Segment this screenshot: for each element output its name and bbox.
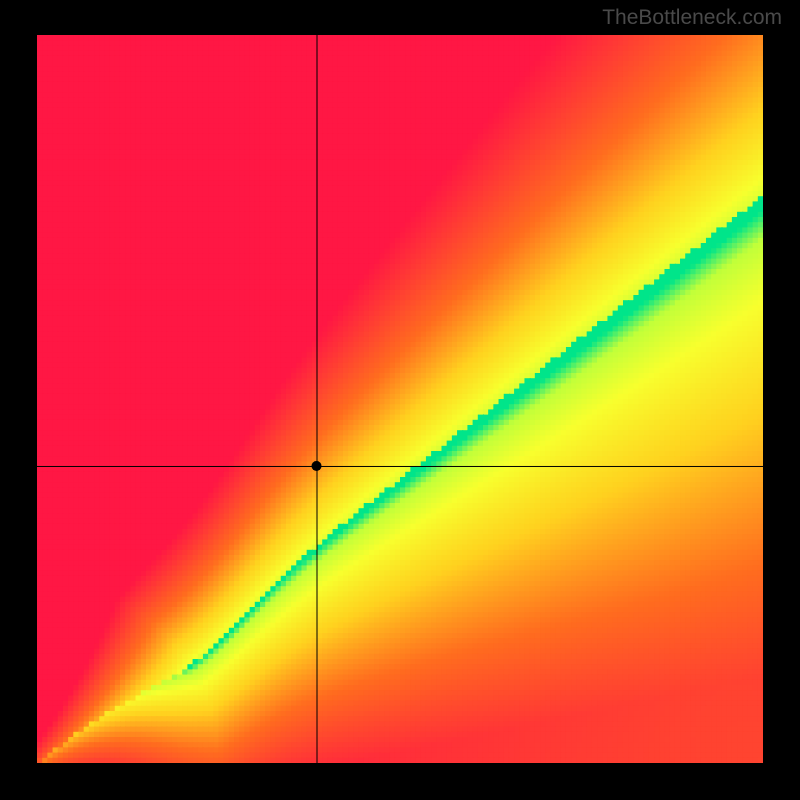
plot-area	[37, 35, 763, 763]
chart-container: TheBottleneck.com	[0, 0, 800, 800]
heatmap-canvas	[37, 35, 763, 763]
watermark-label: TheBottleneck.com	[602, 6, 782, 30]
